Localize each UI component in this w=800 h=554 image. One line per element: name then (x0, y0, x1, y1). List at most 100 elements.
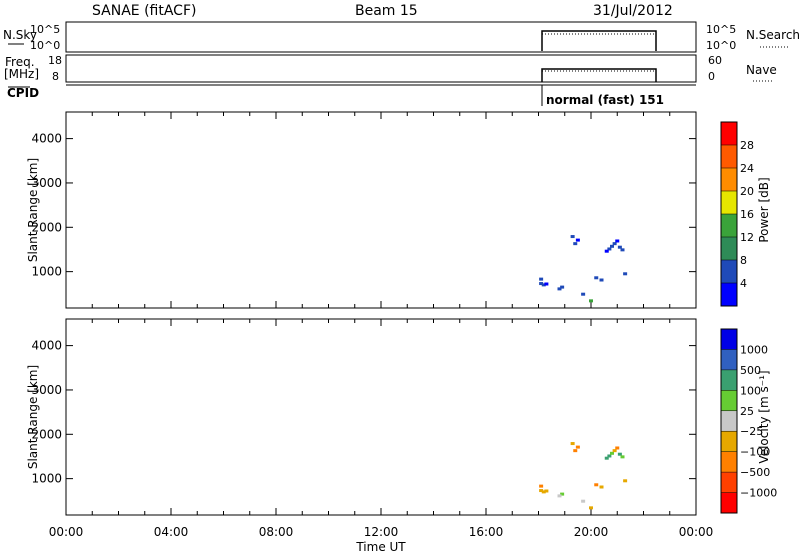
data-point (539, 282, 544, 286)
data-point (539, 277, 544, 281)
data-point (612, 449, 617, 453)
colorbar-tick-label: 24 (740, 162, 754, 175)
power-panel: Slant Range [km] 1000 2000 3000 4000 4 8 12 16… (26, 111, 771, 309)
colorbar-segment (721, 492, 737, 513)
nave-label: Nave (746, 63, 777, 77)
colorbar-tick-label: 16 (740, 208, 754, 221)
data-point (570, 442, 575, 446)
y-tick-label: 3000 (31, 383, 62, 397)
colorbar-segment (721, 237, 737, 260)
colorbar-tick-label: 8 (740, 254, 747, 267)
data-point (575, 238, 580, 242)
nsky-panel (65, 21, 697, 53)
data-point (594, 483, 599, 487)
data-point (604, 249, 609, 253)
data-point (589, 299, 593, 303)
x-tick-label: 00:00 (49, 525, 84, 539)
data-point (570, 235, 575, 239)
velocity-ylabel: Slant Range [km] (26, 365, 40, 469)
y-tick-label: 1000 (31, 265, 62, 279)
colorbar-segment (721, 472, 737, 493)
colorbar-segment (721, 214, 737, 237)
x-axis-title: Time UT (355, 540, 406, 554)
x-tick-label: 08:00 (259, 525, 294, 539)
data-point (539, 484, 544, 488)
colorbar-tick-label: 28 (740, 139, 754, 152)
data-point (557, 494, 562, 498)
y-tick-label: 4000 (31, 132, 62, 146)
colorbar-segment (721, 349, 737, 370)
x-tick-label: 16:00 (469, 525, 504, 539)
colorbar-tick-label: 500 (740, 364, 761, 377)
velocity-panel: Slant Range [km] 1000 2000 3000 4000 1000 50… (26, 318, 777, 516)
colorbar-segment (721, 410, 737, 432)
data-point (623, 479, 628, 483)
colorbar-tick-label: −100 (740, 446, 770, 459)
data-point (541, 490, 546, 494)
colorbar-tick-label: −25 (740, 425, 763, 438)
data-point (539, 489, 544, 493)
data-point (615, 446, 620, 450)
colorbar-tick-label: 12 (740, 231, 754, 244)
date-title: 31/Jul/2012 (593, 3, 673, 19)
data-point (544, 282, 549, 286)
nsky-label: N.Sky (3, 28, 37, 42)
data-point (623, 272, 628, 276)
x-tick-label: 04:00 (154, 525, 189, 539)
colorbar-tick-label: 4 (740, 277, 747, 290)
freq-tick-bottom: 8 (52, 70, 59, 83)
data-point (599, 485, 604, 489)
station-title: SANAE (fitACF) (92, 3, 196, 19)
colorbar-tick-label: 100 (740, 384, 761, 397)
y-tick-label: 3000 (31, 176, 62, 190)
data-point (615, 239, 620, 243)
colorbar-tick-label: 25 (740, 405, 754, 418)
colorbar-segment (721, 451, 737, 473)
nave-tick-bottom: 0 (708, 70, 715, 83)
data-point (581, 292, 586, 296)
data-point (560, 492, 565, 496)
colorbar-segment (721, 329, 737, 350)
cpid-text: normal (fast) 151 (546, 93, 664, 107)
data-point (610, 451, 614, 455)
data-point (610, 244, 614, 248)
freq-unit-label: [MHz] (4, 67, 39, 81)
data-point (620, 248, 625, 252)
data-point (594, 276, 599, 280)
data-point (604, 456, 609, 460)
data-point (620, 455, 625, 459)
velocity-colorbar-label: Velocity [m s⁻¹] (757, 370, 771, 463)
data-point (581, 499, 586, 503)
nave-tick-top: 60 (708, 54, 722, 67)
x-tick-label: 20:00 (574, 525, 609, 539)
data-point (589, 506, 593, 510)
nsky-tick-top: 10^5 (30, 23, 60, 36)
data-point (557, 287, 562, 291)
colorbar-segment (721, 122, 737, 145)
freq-tick-top: 18 (48, 54, 62, 67)
colorbar-segment (721, 390, 737, 411)
data-point (607, 454, 612, 458)
colorbar-segment (721, 260, 737, 283)
colorbar-segment (721, 145, 737, 168)
y-tick-label: 1000 (31, 472, 62, 486)
data-point (612, 242, 617, 246)
data-point (607, 247, 612, 251)
x-tick-label: 12:00 (364, 525, 399, 539)
y-tick-label: 4000 (31, 339, 62, 353)
nsearch-tick-top: 10^5 (706, 23, 736, 36)
x-tick-label: 00:00 (679, 525, 714, 539)
colorbar-tick-label: −500 (740, 466, 770, 479)
nsearch-label: N.Search (746, 28, 800, 42)
colorbar-segment (721, 369, 737, 391)
data-point (541, 283, 546, 287)
colorbar-segment (721, 191, 737, 214)
data-point (617, 245, 622, 249)
colorbar-segment (721, 431, 737, 452)
beam-title: Beam 15 (355, 3, 418, 19)
power-ylabel: Slant Range [km] (26, 158, 40, 262)
power-colorbar-label: Power [dB] (757, 177, 771, 242)
colorbar-tick-label: 1000 (740, 343, 768, 356)
colorbar-segment (721, 283, 737, 306)
